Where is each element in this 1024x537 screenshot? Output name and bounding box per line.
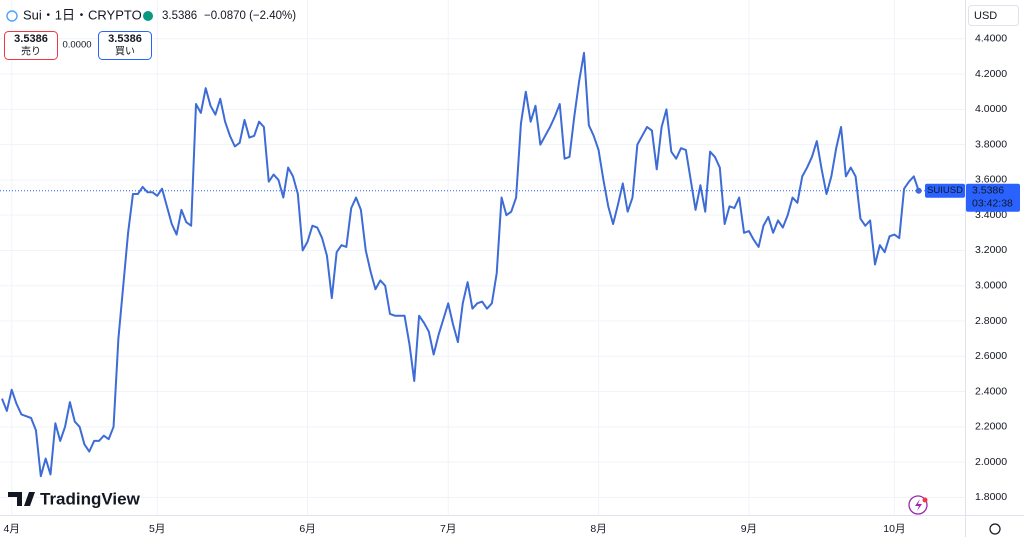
logo: TradingView [8,489,141,508]
series-label-box [925,183,965,198]
y-tick-label: 2.6000 [975,350,1007,362]
y-tick-label: 3.2000 [975,244,1007,256]
currency[interactable]: USD [974,10,997,22]
settings-button[interactable] [989,523,1001,535]
y-tick-label: 4.0000 [975,103,1007,115]
y-tick-label: 2.0000 [975,456,1007,468]
sell-button[interactable] [4,31,58,60]
price-axis-label-box [966,183,1020,212]
countdown: 03:42:38 [972,198,1013,210]
price-change: −0.0870 (−2.40%) [204,10,296,22]
series-label: SUIUSD [927,185,963,196]
currency-button[interactable] [968,5,1019,26]
spread: 0.0000 [62,40,91,51]
price-line [1,51,920,478]
y-tick-label: 3.6000 [975,174,1007,186]
y-tick-label: 3.4000 [975,209,1007,221]
symbol-icon [6,10,18,22]
x-tick-label: 4月 [4,523,20,535]
sell-label[interactable]: 売り [21,45,41,58]
y-tick-label: 2.2000 [975,421,1007,433]
x-tick-label: 6月 [299,523,315,535]
price-axis-label: 3.5386 [972,185,1004,197]
y-tick-label: 1.8000 [975,491,1007,503]
buy-label[interactable]: 買い [115,46,135,58]
x-tick-label: 10月 [883,523,905,535]
x-tick-label: 5月 [149,523,165,535]
buy-button[interactable] [98,31,152,60]
alert-bolt [915,499,922,511]
grid [0,0,965,515]
alert-dot [922,497,928,503]
symbol-title[interactable]: Sui・1日・CRYPTO [23,7,142,22]
x-tick-label: 9月 [741,523,757,535]
y-tick-label: 4.4000 [975,33,1007,45]
last-point [915,187,922,194]
sell-price[interactable]: 3.5386 [14,33,48,45]
y-tick-label: 2.8000 [975,315,1007,327]
x-tick-label: 8月 [590,523,606,535]
y-tick-label: 4.2000 [975,68,1007,80]
plot: 1.8000 2.0000 2.2000 2.4000 2.6000 2.8000 3.00… [0,33,1020,535]
market-status[interactable] [143,11,153,21]
y-tick-label: 3.0000 [975,280,1007,292]
x-tick-label: 7月 [440,523,456,535]
last-price: 3.5386 [162,10,197,22]
logo-mark [8,492,35,506]
overlay: Sui・1日・CRYPTO 3.5386 −0.0870 (−2.40%) 3.… [4,5,1019,535]
buy-price[interactable]: 3.5386 [108,33,142,45]
y-tick-label: 3.8000 [975,138,1007,150]
y-tick-label: 2.4000 [975,385,1007,397]
logo-text: TradingView [40,489,141,508]
